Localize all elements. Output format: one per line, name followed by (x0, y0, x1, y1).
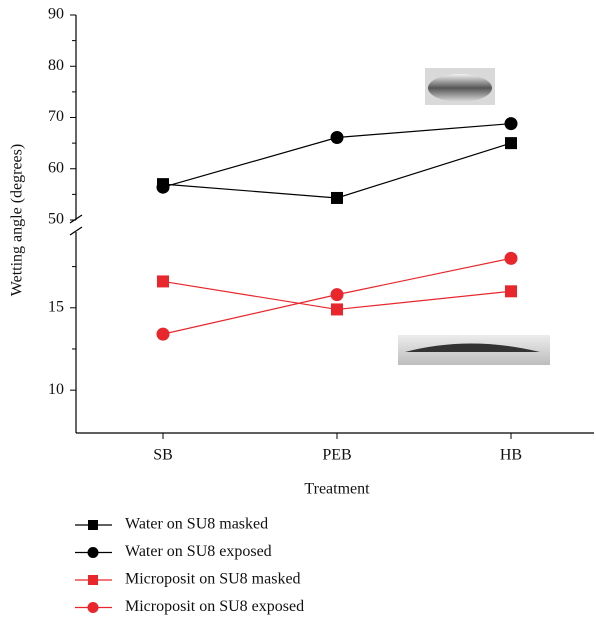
droplet-photo (425, 68, 495, 105)
legend-label: Water on SU8 exposed (125, 543, 272, 560)
x-tick-label: PEB (322, 447, 351, 464)
legend-marker (88, 520, 98, 530)
marker (331, 191, 343, 204)
y-tick-label: 15 (48, 298, 64, 315)
legend-marker (88, 575, 98, 585)
x-tick-label: HB (500, 447, 522, 464)
y-tick-label: 80 (48, 57, 64, 74)
y-tick-label: 70 (48, 108, 64, 125)
marker (505, 285, 517, 298)
marker (330, 130, 344, 144)
marker (331, 303, 343, 316)
marker (504, 251, 518, 265)
legend-marker (87, 547, 99, 558)
marker (156, 327, 170, 341)
x-tick-label: SB (153, 447, 173, 464)
legend-label: Water on SU8 masked (125, 516, 268, 533)
marker (330, 288, 344, 302)
series-line (162, 142, 512, 199)
marker (504, 117, 518, 131)
x-axis-label: Treatment (304, 481, 370, 498)
marker (505, 137, 517, 150)
legend-label: Microposit on SU8 exposed (125, 598, 304, 615)
y-tick-label: 60 (48, 159, 64, 176)
y-tick-label: 50 (48, 211, 64, 228)
y-axis-label: Wetting angle (degrees) (9, 144, 26, 296)
legend-marker (87, 602, 99, 613)
marker (156, 180, 170, 194)
marker (157, 275, 169, 288)
y-tick-label: 90 (48, 6, 64, 23)
y-tick-label: 10 (48, 381, 64, 398)
droplet-photo (398, 335, 550, 365)
legend-label: Microposit on SU8 masked (125, 571, 301, 588)
